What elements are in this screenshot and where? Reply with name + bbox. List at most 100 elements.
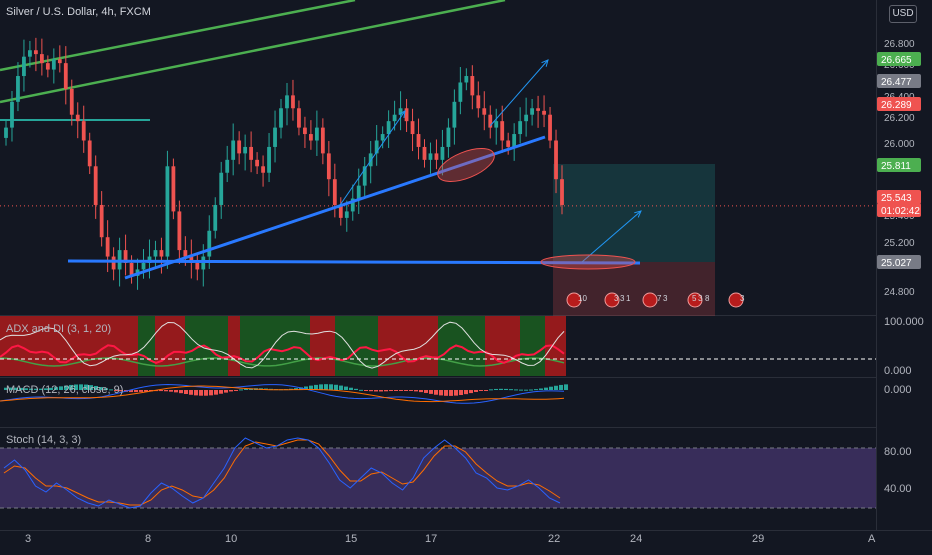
macd-histogram-bar xyxy=(309,385,313,390)
price-tag xyxy=(877,158,921,172)
stoch-band xyxy=(0,448,876,508)
macd-histogram-bar xyxy=(134,390,138,393)
event-label: 3 xyxy=(698,294,703,303)
macd-histogram-bar xyxy=(399,390,403,391)
stoch-tick-80: 80.00 xyxy=(884,446,912,458)
macd-histogram-bar xyxy=(34,388,38,390)
price-tag-label: 01:02:42 xyxy=(881,206,920,217)
candle-body xyxy=(267,146,271,173)
candle-body xyxy=(320,127,325,154)
macd-histogram-bar xyxy=(434,390,438,395)
event-marker xyxy=(642,292,658,308)
macd-histogram-bar xyxy=(464,390,468,395)
time-label-2: 10 xyxy=(225,533,238,545)
stoch-tick-40: 40.00 xyxy=(884,483,912,495)
macd-histogram-bar xyxy=(449,390,453,396)
candle-body xyxy=(33,50,38,55)
macd-histogram-bar xyxy=(244,388,248,390)
macd-histogram-bar xyxy=(109,389,113,391)
price-tag-label: 26.477 xyxy=(881,77,912,88)
macd-histogram-bar xyxy=(194,390,198,396)
candle-body xyxy=(51,59,56,70)
macd-histogram-bar xyxy=(484,390,488,391)
macd-histogram-bar xyxy=(424,390,428,393)
symbol-title: Silver / U.S. Dollar, 4h, FXCM xyxy=(6,6,151,18)
time-label-3: 15 xyxy=(345,533,358,545)
trendline-support xyxy=(124,135,546,280)
arrow-1-head xyxy=(398,110,406,118)
macd-histogram-bar xyxy=(439,390,443,396)
candle-body xyxy=(261,166,265,173)
currency-button[interactable]: USD xyxy=(889,5,917,23)
candle-body xyxy=(410,121,415,135)
candle-body xyxy=(183,250,188,257)
macd-histogram-bar xyxy=(159,390,163,392)
candle-body xyxy=(255,159,259,167)
candle-body xyxy=(39,54,44,64)
candle-body xyxy=(123,250,128,263)
macd-histogram-bar xyxy=(429,390,433,394)
event-marker xyxy=(687,292,703,308)
time-label-5: 22 xyxy=(548,533,561,545)
candle-body xyxy=(147,256,152,263)
time-label-6: 24 xyxy=(630,533,643,545)
adx-background-block xyxy=(155,316,185,376)
price-tag xyxy=(877,203,921,217)
macd-histogram-bar xyxy=(119,390,123,392)
price-tag-label: 25.027 xyxy=(881,258,912,269)
macd-histogram-bar xyxy=(544,387,548,390)
macd-histogram-bar xyxy=(49,387,53,390)
candle-body xyxy=(4,127,8,138)
candle-body xyxy=(446,127,451,147)
adx-background-block xyxy=(485,316,520,376)
macd-histogram-bar xyxy=(549,386,553,390)
candle-body xyxy=(99,204,104,238)
stoch-d-line xyxy=(3,439,561,506)
candle-body xyxy=(75,114,80,122)
candle-body xyxy=(165,166,170,257)
macd-histogram-bar xyxy=(514,389,518,391)
candle-body xyxy=(279,108,283,128)
macd-histogram-bar xyxy=(539,388,543,390)
event-label: 7 xyxy=(657,294,662,303)
channel-line-upper xyxy=(0,0,356,72)
candle-body xyxy=(273,127,277,147)
macd-histogram-bar xyxy=(329,384,333,390)
macd-histogram-bar xyxy=(529,389,533,391)
time-label-0: 3 xyxy=(25,533,32,545)
macd-histogram-bar xyxy=(359,389,363,391)
candle-body xyxy=(219,172,224,205)
candle-body xyxy=(338,204,343,218)
candle-body xyxy=(416,134,421,147)
highlight-ellipse-1 xyxy=(437,148,495,182)
candle-body xyxy=(398,108,403,115)
candle-body xyxy=(45,63,50,70)
candle-body xyxy=(105,237,110,257)
candle-body xyxy=(291,95,295,109)
macd-histogram-bar xyxy=(174,390,178,393)
macd-histogram-bar xyxy=(164,390,168,392)
candle-body xyxy=(518,121,523,135)
position-loss-zone xyxy=(553,262,715,316)
candle-body xyxy=(524,114,529,122)
macd-histogram-bar xyxy=(214,390,218,395)
time-label-1: 8 xyxy=(145,533,152,545)
candle-body xyxy=(201,256,206,270)
candle-body xyxy=(482,108,487,115)
candle-body xyxy=(195,263,200,270)
macd-histogram-bar xyxy=(19,387,23,390)
adx-minus-di-line xyxy=(0,344,565,364)
candle-body xyxy=(22,56,26,77)
macd-histogram-bar xyxy=(374,390,378,392)
macd-histogram-bar xyxy=(169,390,173,392)
macd-histogram-bar xyxy=(489,389,493,391)
candle-body xyxy=(548,114,552,141)
channel-line-lower xyxy=(0,0,506,104)
arrow-2 xyxy=(489,59,549,127)
macd-histogram-bar xyxy=(224,390,228,393)
stoch-k-line xyxy=(3,437,561,509)
macd-histogram-bar xyxy=(9,387,13,390)
candle-body xyxy=(434,153,439,160)
